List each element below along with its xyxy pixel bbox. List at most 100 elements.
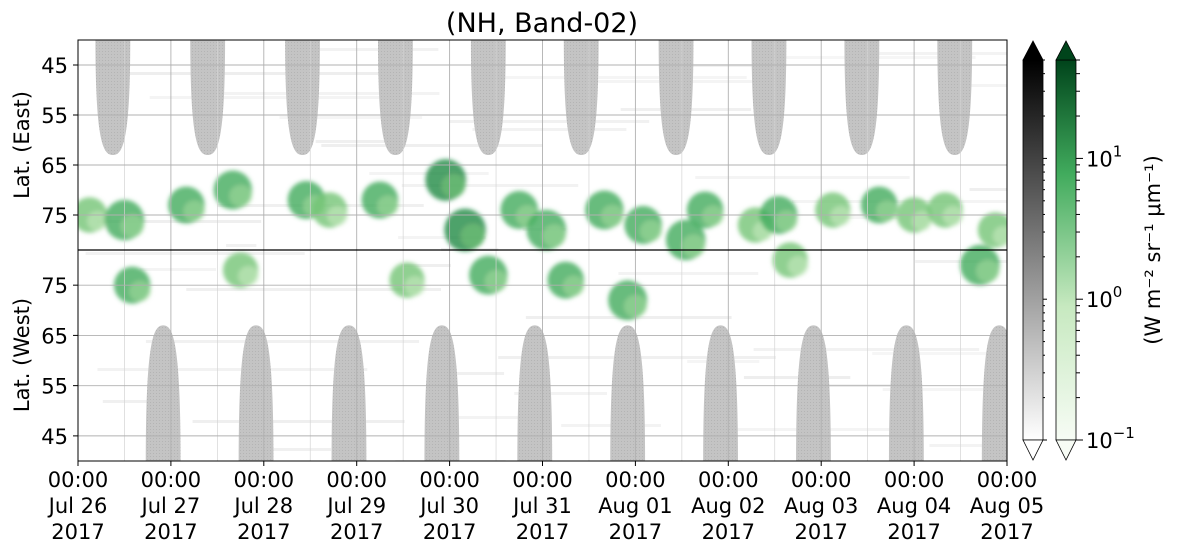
background-stripe xyxy=(915,260,1007,263)
x-tick-label: 00:00 Jul 29 2017 xyxy=(325,468,387,544)
colorbar-tick-label: 10−1 xyxy=(1086,424,1135,453)
daylight-lobe-east xyxy=(285,40,320,155)
colorbar-green-extend-max xyxy=(1055,40,1077,61)
colorbar-gray xyxy=(1022,40,1044,461)
background-stripe xyxy=(472,128,627,131)
background-stripe xyxy=(216,92,440,95)
background-stripe xyxy=(139,268,217,271)
background-stripe xyxy=(267,448,331,451)
y-axis-label-west: Lat. (West) xyxy=(10,298,34,412)
daylight-lobe-west xyxy=(145,325,181,461)
background-stripe xyxy=(186,288,441,291)
daylight-lobe-east xyxy=(190,40,226,155)
daylight-lobe-west xyxy=(796,325,831,461)
x-tick-label-line: 00:00 xyxy=(419,468,480,492)
background-stripe xyxy=(398,236,486,239)
daylight-lobe-west xyxy=(517,325,553,461)
aurora-blob-halo xyxy=(787,256,809,276)
y-tick-label-west: 75 xyxy=(41,274,68,298)
colorbar-green-fill xyxy=(1055,59,1077,441)
x-tick-label-line: Jul 31 xyxy=(511,494,572,518)
aurora-blob-halo xyxy=(327,206,348,226)
colorbar-gray-fill xyxy=(1022,59,1044,441)
colorbar-tick-exponent: 0 xyxy=(1113,283,1123,301)
x-tick-label-line: 2017 xyxy=(702,520,755,544)
colorbar-tick-exponent: −1 xyxy=(1113,424,1135,442)
colorbar-tick-base: 10 xyxy=(1086,429,1113,453)
x-tick-label: 00:00 Aug 01 2017 xyxy=(598,468,672,544)
colorbar-tick-base: 10 xyxy=(1086,288,1113,312)
x-tick-label: 00:00 Jul 28 2017 xyxy=(232,468,294,544)
colorbar-gray-extend-max xyxy=(1022,40,1044,61)
x-tick-label-line: 00:00 xyxy=(884,468,945,492)
aurora-blob-halo xyxy=(404,276,426,297)
x-tick-label-line: 2017 xyxy=(887,520,940,544)
x-tick-label-line: 00:00 xyxy=(48,468,109,492)
aurora-blob-halo xyxy=(601,205,624,227)
background-stripe xyxy=(321,144,543,147)
background-stripe xyxy=(315,140,405,143)
x-tick-label-line: 2017 xyxy=(794,520,847,544)
background-stripe xyxy=(791,200,1007,203)
x-tick-label: 00:00 Aug 02 2017 xyxy=(691,468,765,544)
y-tick-label-west: 65 xyxy=(41,324,68,348)
background-stripe xyxy=(514,392,607,395)
daylight-lobe-west xyxy=(238,325,274,461)
aurora-blob-halo xyxy=(976,259,1000,283)
aurora-blob-halo xyxy=(460,224,486,248)
aurora-blob-halo xyxy=(775,210,798,232)
x-tick-label-line: 2017 xyxy=(516,520,569,544)
x-tick-label-line: Aug 05 xyxy=(970,494,1044,518)
daylight-lobe-west xyxy=(981,325,1007,461)
daylight-lobe-west xyxy=(424,325,460,461)
x-tick-label-line: 00:00 xyxy=(512,468,573,492)
x-tick-label-line: 00:00 xyxy=(977,468,1038,492)
daylight-lobe-east xyxy=(563,40,599,155)
aurora-blob-halo xyxy=(682,234,706,258)
daylight-lobe-east xyxy=(937,40,973,155)
background-stripe xyxy=(97,368,368,371)
x-tick-label-line: Jul 26 xyxy=(47,494,108,518)
background-stripe xyxy=(226,244,257,247)
background-stripe xyxy=(279,116,423,119)
colorbar-tick-label: 101 xyxy=(1086,142,1122,171)
background-stripe xyxy=(297,48,439,51)
daylight-lobe-east xyxy=(378,40,413,155)
daylight-lobe-west xyxy=(888,325,924,461)
aurora-blob-halo xyxy=(87,211,108,231)
x-tick-label-line: 2017 xyxy=(51,520,104,544)
background-stripe xyxy=(682,64,753,67)
x-tick-label: 00:00 Jul 30 2017 xyxy=(418,468,480,544)
background-stripe xyxy=(192,420,405,423)
daylight-lobe-east xyxy=(751,40,787,155)
y-tick-label-east: 75 xyxy=(41,204,68,228)
aurora-blob-halo xyxy=(183,200,206,222)
aurora-blob-halo xyxy=(120,214,145,238)
background-stripe xyxy=(428,372,505,375)
colorbar-tick-exponent: 1 xyxy=(1113,142,1123,160)
aurora-blob-halo xyxy=(830,206,852,226)
aurora-blob-halo xyxy=(377,195,399,217)
colorbar-label: (W m⁻² sr⁻¹ μm⁻¹) xyxy=(1141,155,1165,345)
x-tick-label-line: Jul 30 xyxy=(418,494,479,518)
x-tick-label-line: 00:00 xyxy=(791,468,852,492)
aurora-blob-halo xyxy=(238,266,259,287)
background-stripe xyxy=(882,388,1007,391)
background-stripe xyxy=(449,120,650,123)
background-stripe xyxy=(85,252,305,255)
chart-title: (NH, Band-02) xyxy=(446,8,638,39)
colorbar-tick-label: 100 xyxy=(1086,283,1122,312)
aurora-blob-halo xyxy=(542,224,567,248)
x-tick-label-line: Aug 02 xyxy=(691,494,765,518)
background-stripe xyxy=(123,72,388,75)
x-tick-label-line: Aug 04 xyxy=(877,494,951,518)
x-tick-label: 00:00 Jul 31 2017 xyxy=(511,468,573,544)
x-tick-label-line: 2017 xyxy=(237,520,290,544)
background-stripe xyxy=(102,400,148,403)
background-stripe xyxy=(401,184,579,187)
colorbar-green-extend-min xyxy=(1055,439,1077,461)
colorbar-gray-extend-min xyxy=(1022,439,1044,461)
background-stripe xyxy=(442,416,529,419)
y-tick-label-west: 45 xyxy=(41,425,68,449)
